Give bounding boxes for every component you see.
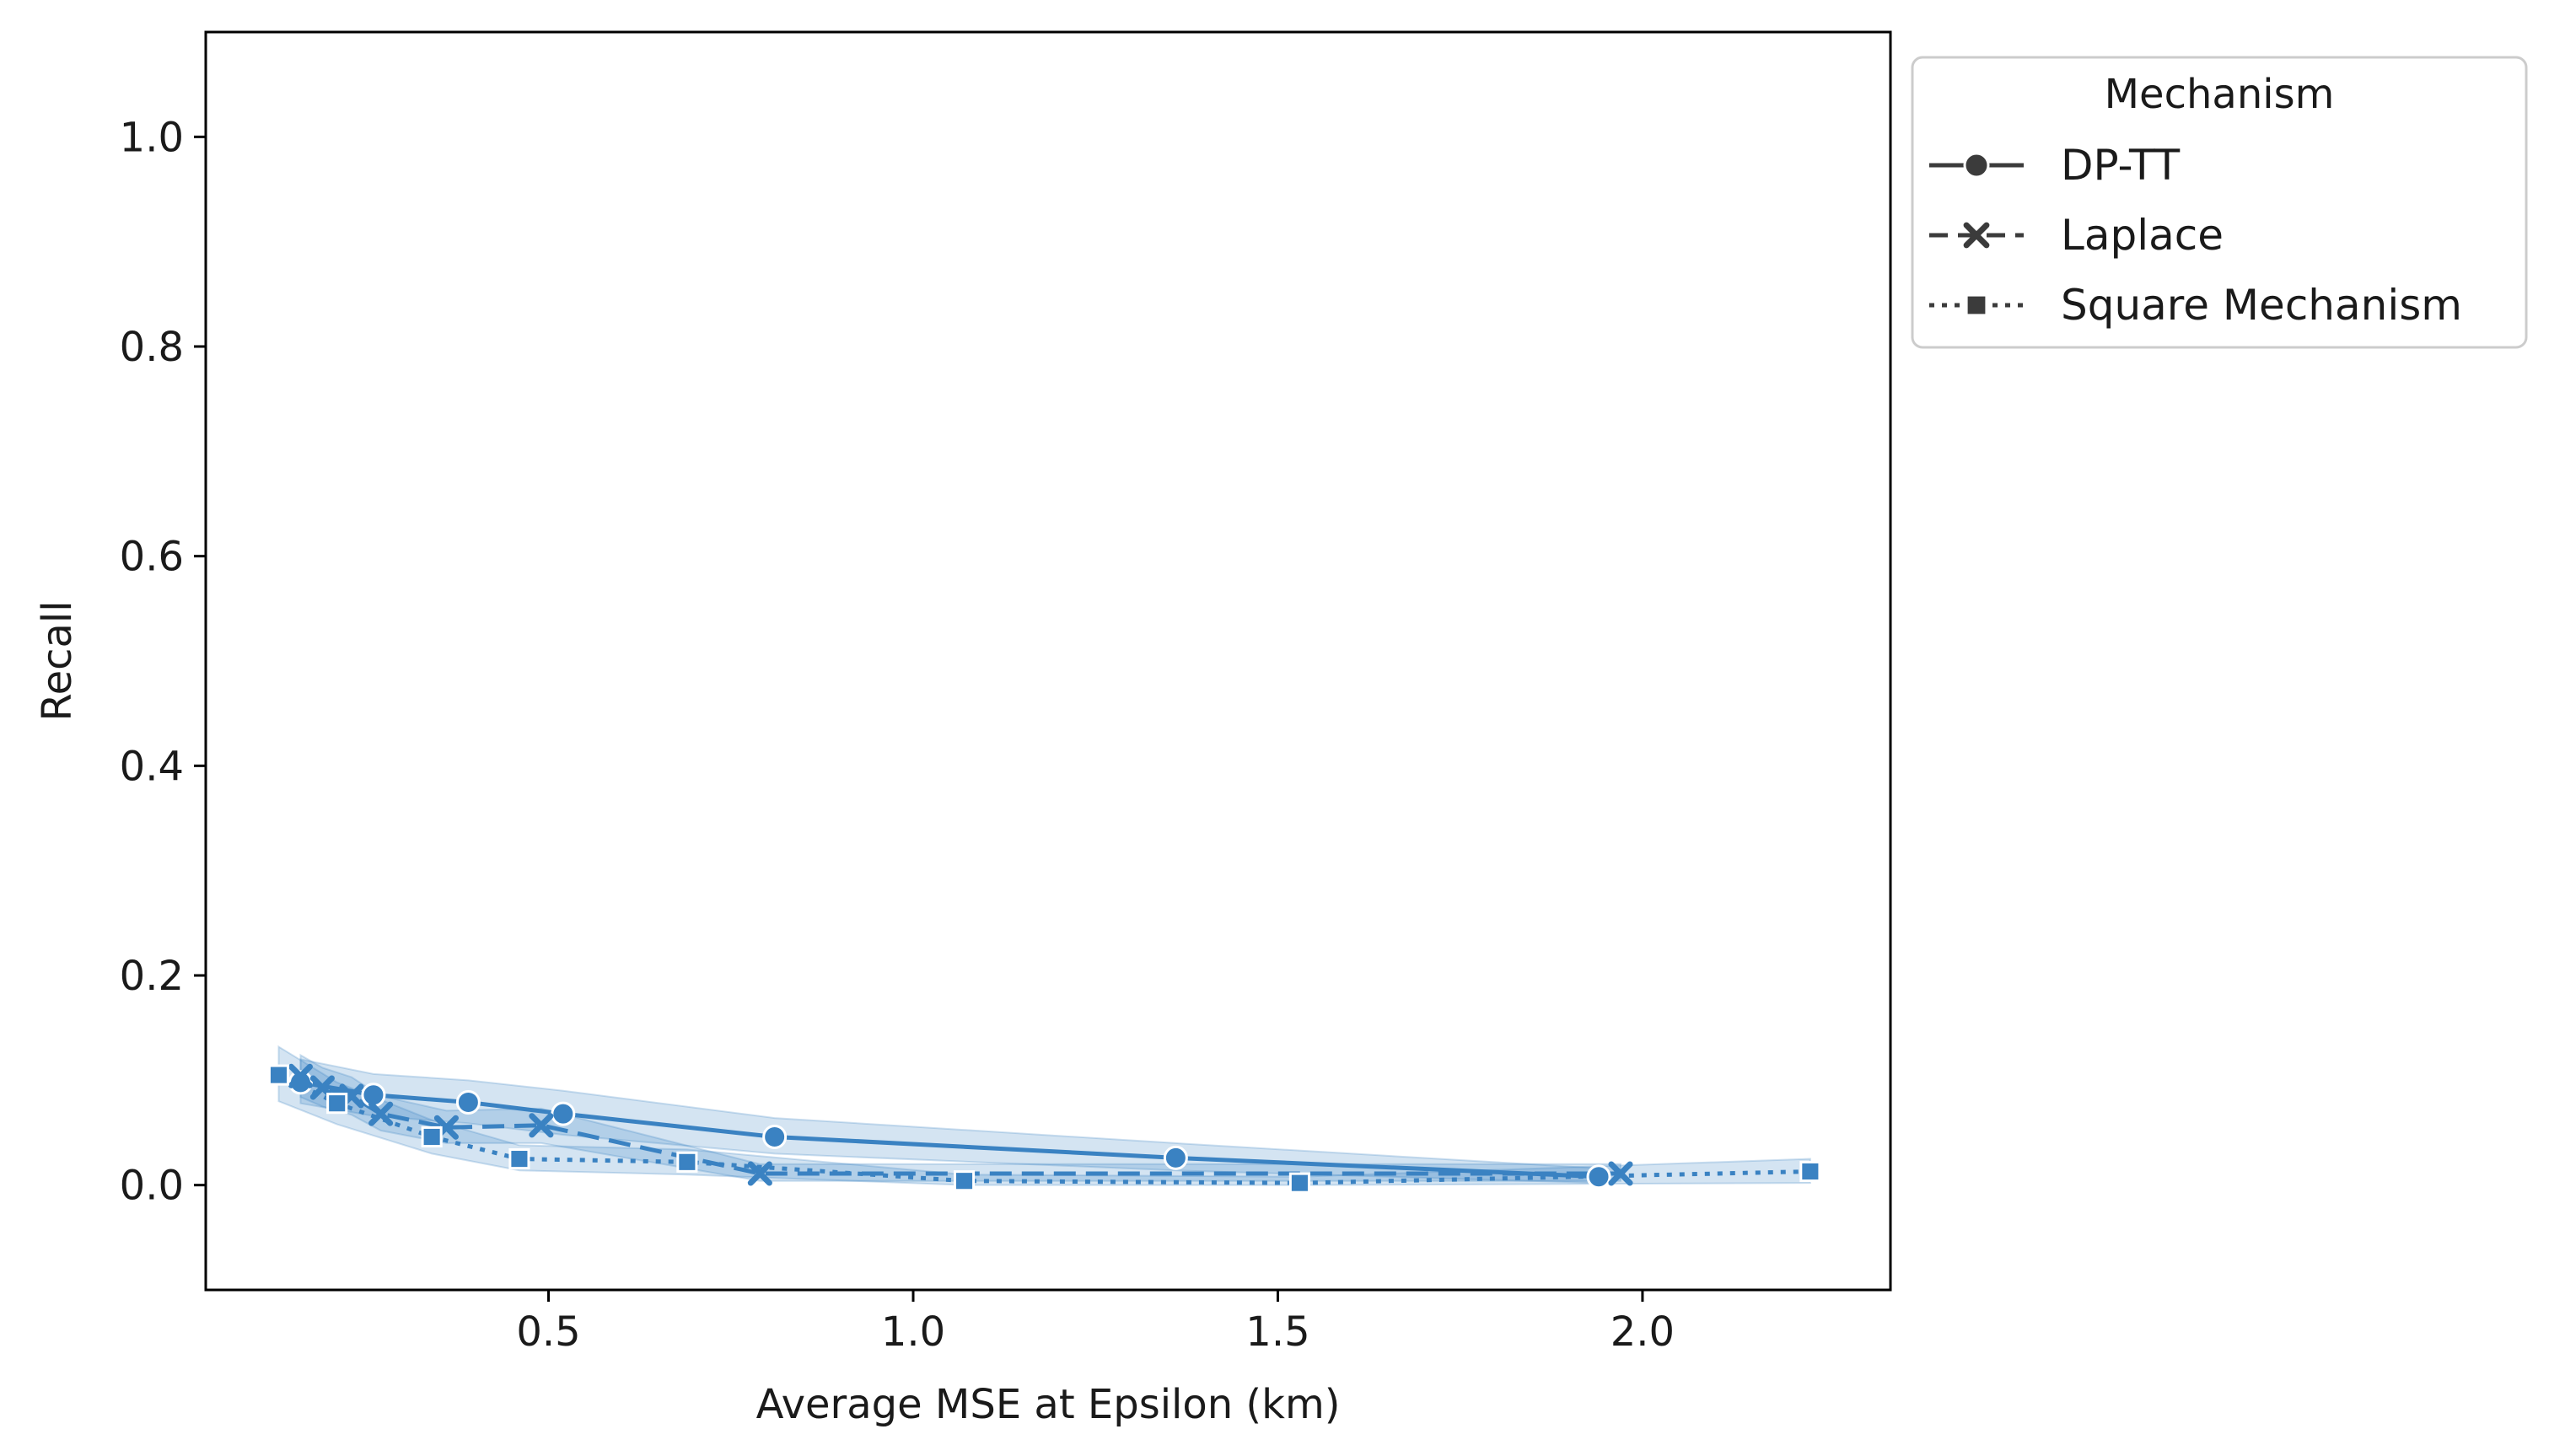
dp-tt-point <box>762 1124 788 1149</box>
dp-tt-point <box>551 1101 576 1126</box>
square-mechanism-point <box>953 1170 976 1192</box>
square-mechanism-point <box>676 1151 698 1173</box>
legend-dp-tt-label: DP-TT <box>2061 141 2181 190</box>
y-tick-label: 0.2 <box>120 953 184 1000</box>
x-axis-label: Average MSE at Epsilon (km) <box>756 1381 1341 1428</box>
legend: Mechanism DP-TT Laplace Square Mechanism <box>1911 56 2528 349</box>
square-mechanism-point <box>1799 1160 1821 1183</box>
x-tick-label: 2.0 <box>1611 1308 1675 1356</box>
dp-tt-point <box>288 1070 313 1095</box>
y-axis: 0.0 0.2 0.4 0.6 0.8 1.0 <box>120 114 206 1210</box>
laplace-point <box>288 1063 313 1088</box>
laplace-point <box>747 1161 772 1186</box>
y-axis-label: Recall <box>34 600 81 721</box>
square-mechanism-point <box>508 1148 530 1170</box>
x-axis: 0.5 1.0 1.5 2.0 <box>516 1290 1675 1356</box>
y-tick-label: 0.8 <box>120 324 184 371</box>
y-tick-label: 0.0 <box>120 1163 184 1210</box>
legend-laplace-label: Laplace <box>2061 211 2224 260</box>
legend-square-mechanism-label: Square Mechanism <box>2061 281 2462 330</box>
dp-tt-point <box>455 1089 481 1115</box>
legend-box <box>1911 56 2528 349</box>
legend-square-mechanism-marker <box>1965 293 1988 317</box>
laplace-point <box>1608 1161 1633 1186</box>
legend-laplace-marker <box>1963 222 1990 249</box>
square-mechanism-point <box>326 1093 348 1115</box>
square-mechanism-point <box>421 1126 443 1148</box>
x-tick-label: 0.5 <box>516 1308 580 1356</box>
y-tick-label: 1.0 <box>120 114 184 161</box>
dp-tt-point <box>1163 1145 1188 1170</box>
y-tick-label: 0.4 <box>120 743 184 790</box>
x-tick-label: 1.0 <box>881 1308 945 1356</box>
laplace-point <box>368 1101 394 1126</box>
y-tick-label: 0.6 <box>120 534 184 581</box>
laplace-point <box>529 1113 554 1138</box>
plot-area-frame <box>204 30 1892 1292</box>
square-mechanism-point <box>267 1064 290 1086</box>
legend-title: Mechanism <box>2105 71 2335 118</box>
legend-dp-tt-marker <box>1963 152 1990 179</box>
series-markers <box>267 1063 1821 1194</box>
square-mechanism-point <box>1288 1172 1310 1194</box>
dp-tt-point <box>1586 1164 1611 1190</box>
x-tick-label: 1.5 <box>1245 1308 1309 1356</box>
